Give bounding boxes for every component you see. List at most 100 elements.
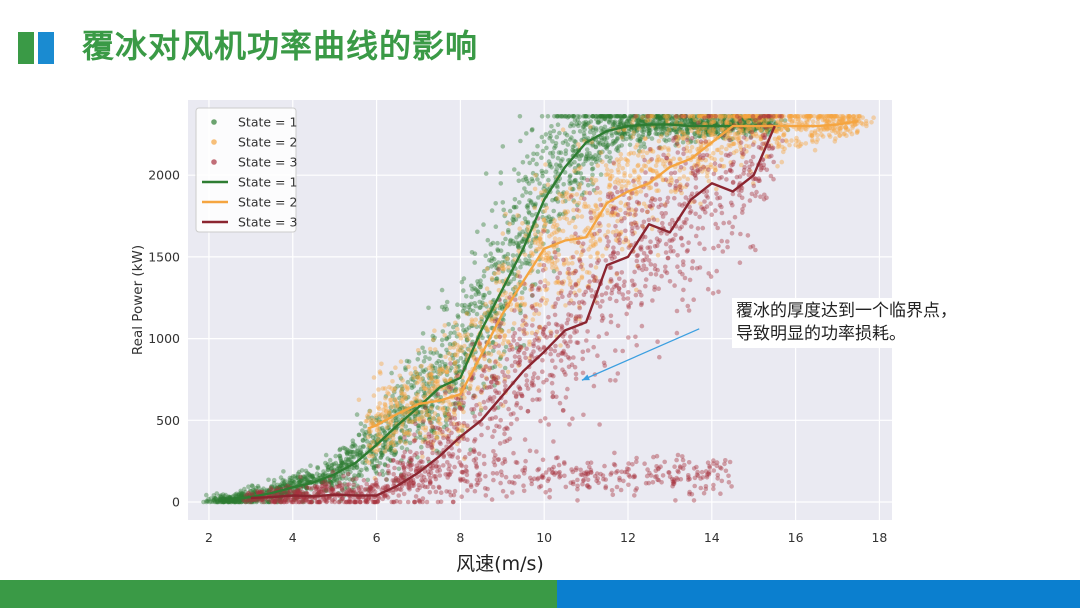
scatter-point — [364, 439, 370, 444]
scatter-point — [698, 139, 704, 144]
scatter-point — [523, 190, 529, 195]
scatter-point — [415, 455, 420, 460]
scatter-point — [572, 199, 577, 205]
scatter-point — [530, 251, 536, 257]
scatter-point — [641, 219, 647, 225]
scatter-point — [630, 134, 636, 140]
scatter-point — [505, 256, 511, 262]
scatter-point — [660, 220, 665, 226]
scatter-point — [427, 356, 432, 362]
scatter-point — [493, 224, 499, 229]
scatter-point — [745, 115, 750, 121]
scatter-point — [621, 114, 627, 119]
scatter-point — [609, 142, 615, 147]
scatter-point — [631, 114, 637, 119]
scatter-point — [837, 133, 842, 138]
scatter-point — [631, 168, 637, 173]
scatter-point — [584, 114, 589, 119]
scatter-point — [498, 402, 504, 407]
scatter-point — [675, 253, 680, 258]
scatter-point — [524, 322, 529, 327]
scatter-point — [572, 330, 577, 335]
scatter-point — [616, 181, 621, 186]
scatter-point — [579, 252, 584, 258]
scatter-point — [406, 359, 412, 364]
scatter-point — [618, 156, 624, 161]
scatter-point — [641, 163, 647, 168]
scatter-point — [385, 456, 391, 461]
scatter-point — [619, 246, 625, 252]
scatter-point — [371, 375, 377, 380]
scatter-point — [606, 119, 612, 124]
scatter-point — [764, 126, 770, 131]
scatter-point — [649, 157, 654, 162]
scatter-point — [552, 221, 557, 227]
scatter-point — [492, 383, 497, 388]
scatter-point — [618, 207, 623, 213]
scatter-point — [543, 255, 549, 261]
scatter-point — [608, 114, 613, 119]
scatter-point — [516, 270, 521, 275]
scatter-point — [397, 373, 403, 379]
scatter-point — [298, 474, 303, 480]
scatter-point — [607, 120, 612, 125]
scatter-point — [427, 408, 432, 414]
scatter-point — [654, 131, 660, 137]
scatter-point — [544, 205, 549, 211]
scatter-point — [604, 135, 610, 140]
scatter-point — [546, 250, 551, 256]
scatter-point — [495, 240, 500, 246]
scatter-point — [760, 121, 766, 126]
scatter-point — [619, 114, 624, 119]
scatter-point — [573, 376, 579, 382]
scatter-point — [575, 181, 581, 186]
scatter-point — [362, 424, 368, 429]
scatter-point — [266, 499, 272, 505]
scatter-point — [607, 176, 613, 181]
scatter-point — [602, 137, 607, 142]
scatter-point — [446, 399, 451, 404]
scatter-point — [295, 471, 301, 477]
scatter-point — [367, 430, 372, 435]
scatter-point — [434, 350, 440, 355]
scatter-point — [371, 465, 377, 471]
scatter-point — [438, 441, 443, 447]
scatter-point — [432, 347, 438, 352]
scatter-point — [406, 419, 412, 424]
scatter-point — [547, 130, 553, 135]
scatter-point — [379, 425, 385, 431]
scatter-point — [534, 161, 539, 167]
scatter-point — [522, 313, 528, 319]
scatter-point — [321, 487, 327, 493]
scatter-point — [631, 150, 637, 156]
scatter-point — [667, 116, 672, 122]
scatter-point — [345, 450, 351, 455]
scatter-point — [208, 496, 214, 501]
scatter-point — [511, 276, 517, 282]
scatter-point — [700, 225, 706, 231]
scatter-point — [453, 401, 458, 407]
scatter-point — [350, 449, 355, 455]
scatter-point — [338, 463, 344, 468]
scatter-point — [277, 497, 283, 502]
scatter-point — [837, 129, 843, 134]
scatter-point — [517, 226, 522, 231]
scatter-point — [299, 478, 305, 484]
scatter-point — [638, 136, 644, 142]
scatter-point — [752, 120, 757, 125]
scatter-point — [392, 389, 397, 395]
scatter-point — [442, 323, 448, 328]
scatter-point — [390, 435, 396, 441]
scatter-point — [687, 149, 693, 154]
scatter-point — [497, 356, 503, 362]
scatter-point — [412, 414, 418, 419]
scatter-point — [485, 265, 491, 271]
scatter-point — [739, 116, 744, 121]
scatter-point — [633, 191, 639, 197]
scatter-point — [750, 161, 755, 167]
scatter-point — [741, 119, 746, 125]
scatter-point — [449, 365, 454, 371]
scatter-point — [553, 141, 559, 146]
scatter-point — [726, 119, 732, 125]
scatter-point — [833, 136, 838, 141]
